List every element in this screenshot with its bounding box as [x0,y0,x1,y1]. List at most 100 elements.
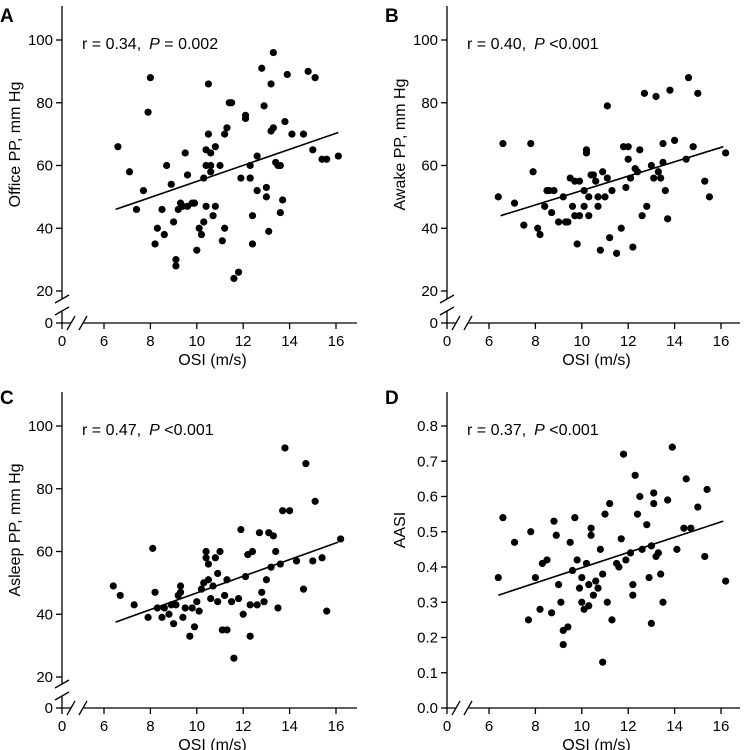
data-point [221,591,229,600]
data-point [309,557,317,565]
panel-a: A 0 20 40 60 80 100 0 6 8 10 12 14 16 r = 0.34, P = 0.0… [0,6,357,369]
data-point [204,80,212,88]
data-point [302,460,310,468]
data-point [664,215,672,223]
data-point [269,124,277,132]
data-point [149,544,157,552]
data-point [144,613,152,621]
data-point [253,152,261,160]
x-tick-label: 6 [100,333,108,350]
data-point [193,598,201,606]
data-point [552,531,560,539]
data-point [255,529,264,537]
data-point [279,507,287,515]
data-point [207,161,215,170]
data-point [228,99,236,107]
y-axis-label: AASI [392,512,409,548]
data-point [311,74,319,82]
data-point [575,584,584,592]
data-point [589,171,598,179]
data-point [629,243,637,251]
data-point [234,268,243,276]
x-tick-label: 6 [100,718,108,735]
data-point [146,74,154,82]
data-point [170,620,178,628]
data-point [204,560,212,568]
data-point [575,212,584,220]
data-point [608,187,616,195]
data-point [114,143,122,151]
y-axis-break-gap [444,299,450,311]
data-point [701,552,709,561]
x-axis-label: OSI (m/s) [178,352,246,369]
data-point [260,102,268,110]
data-point [603,174,611,182]
data-point [603,598,611,606]
data-point [214,569,222,578]
y-tick-label: 60 [36,158,53,175]
data-point [216,161,224,170]
data-point [694,89,702,97]
data-point [269,532,277,540]
data-point [499,514,507,522]
correlation-annotation: r = 0.34, P = 0.002 [82,36,218,53]
data-point [510,538,519,546]
data-point [246,632,254,640]
data-point [144,108,152,116]
data-point [204,576,212,584]
data-point [654,549,662,557]
y-tick-label: 0.2 [417,630,438,647]
data-point [195,607,203,615]
data-point [246,174,254,182]
data-point [237,174,245,182]
x-axis-label: OSI (m/s) [178,737,246,750]
data-point [109,582,117,590]
data-point [228,598,236,606]
data-point [524,616,533,624]
y-axis-break [439,294,455,316]
data-point [722,577,730,585]
data-point [585,193,593,201]
data-point [337,535,345,543]
data-point [181,149,189,157]
data-point [262,576,270,584]
data-point [619,450,628,458]
data-point [666,86,674,94]
data-point [510,199,519,207]
data-point [624,155,632,163]
data-point [582,149,591,157]
panel-letter: D [385,388,399,409]
x-axis-break-gap [71,320,83,326]
data-point [211,554,219,562]
data-point [158,205,166,214]
y-tick-label: 0.7 [417,453,438,470]
y-axis-break [54,294,70,316]
data-point [299,585,308,593]
x-tick-label: 14 [666,718,683,735]
data-point [643,521,651,529]
data-point [659,139,667,148]
data-point [645,573,653,582]
data-point [661,187,669,195]
x-tick-label: 0 [58,333,66,350]
x-tick-label: 8 [531,718,539,735]
regression-line [498,520,724,596]
data-point [218,237,226,245]
data-point [281,117,289,126]
data-point [160,230,168,239]
y-tick-label: 100 [28,32,53,49]
correlation-annotation: r = 0.37, P <0.001 [467,422,599,439]
data-point [202,547,210,556]
y-tick-label: 40 [36,220,53,237]
x-tick-label: 14 [281,333,298,350]
y-tick-label: 0.5 [417,524,438,541]
x-tick-label: 12 [235,333,252,350]
data-point [559,640,567,649]
data-point [304,67,312,75]
data-point [116,591,124,600]
data-point [223,626,231,634]
data-point [606,234,614,242]
data-point [617,224,625,232]
data-point [636,492,644,501]
data-point [566,538,574,546]
